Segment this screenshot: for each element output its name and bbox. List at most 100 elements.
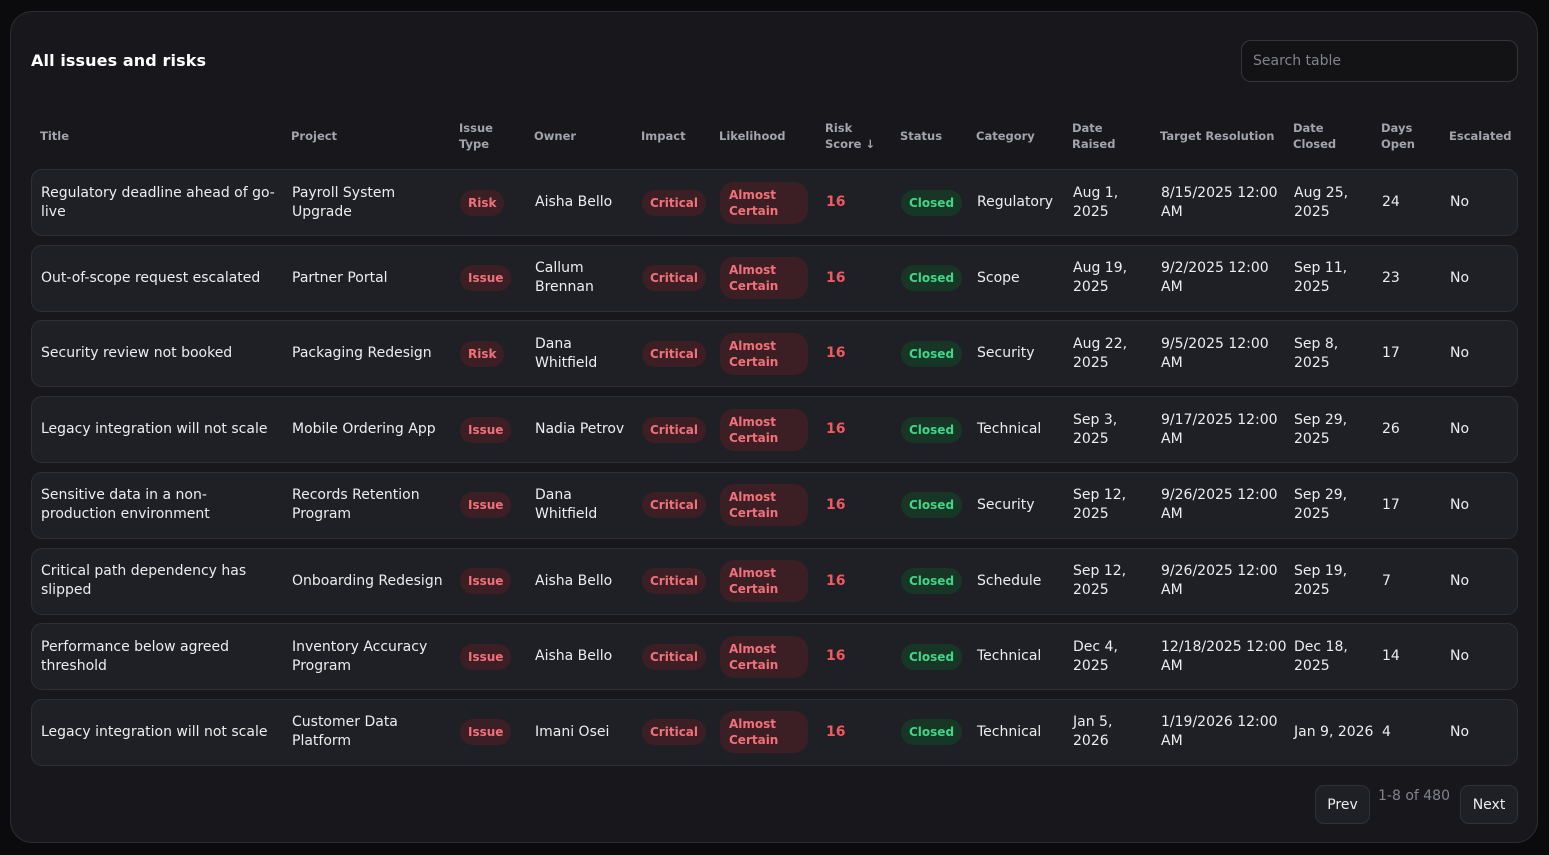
status-badge: Closed bbox=[901, 340, 963, 367]
cell-date-closed: Sep 29, 2025 bbox=[1294, 487, 1348, 523]
col-target-resolution[interactable]: Target Resolution bbox=[1160, 129, 1275, 143]
issue-type-badge: Issue bbox=[460, 643, 512, 670]
cell-title: Sensitive data in a non-production envir… bbox=[41, 487, 210, 523]
page-title: All issues and risks bbox=[31, 51, 207, 70]
cell-target-resolution: 12/18/2025 12:00 AM bbox=[1161, 638, 1287, 674]
col-date-raised[interactable]: Date Raised bbox=[1072, 121, 1116, 151]
likelihood-cell: Almost Certain bbox=[720, 170, 820, 235]
issue-type-badge: Issue bbox=[460, 492, 512, 519]
cell-category: Regulatory bbox=[977, 194, 1054, 210]
cell-owner: Dana Whitfield bbox=[535, 335, 598, 371]
impact-badge: Critical bbox=[642, 568, 707, 594]
status-cell: Closed bbox=[901, 246, 973, 311]
col-days-open[interactable]: Days Open bbox=[1381, 121, 1415, 151]
status-badge: Closed bbox=[901, 643, 963, 670]
issues-card: All issues and risks Title Project Issue… bbox=[10, 11, 1538, 843]
cell-title: Critical path dependency has slipped bbox=[41, 563, 247, 598]
table-row[interactable]: Legacy integration will not scale Mobile … bbox=[31, 396, 1518, 464]
table-row[interactable]: Critical path dependency has slipped Onbo… bbox=[31, 547, 1518, 615]
col-likelihood[interactable]: Likelihood bbox=[719, 129, 786, 143]
search-input[interactable] bbox=[1241, 40, 1518, 82]
impact-cell: Critical bbox=[642, 700, 717, 765]
cell-date-closed: Dec 18, 2025 bbox=[1294, 638, 1348, 674]
status-cell: Closed bbox=[901, 473, 973, 538]
cell-category: Technical bbox=[977, 421, 1042, 438]
cell-escalated: No bbox=[1450, 194, 1470, 210]
cell-days-open: 26 bbox=[1382, 421, 1400, 438]
impact-badge: Critical bbox=[642, 416, 707, 443]
risk-score: 16 bbox=[826, 194, 846, 210]
risk-score: 16 bbox=[826, 345, 846, 362]
risk-score: 16 bbox=[826, 723, 846, 740]
risk-score: 16 bbox=[826, 572, 846, 589]
col-escalated[interactable]: Escalated bbox=[1449, 129, 1512, 143]
col-issue-type[interactable]: Issue Type bbox=[459, 121, 493, 151]
col-owner[interactable]: Owner bbox=[534, 129, 577, 143]
cell-target-resolution: 9/2/2025 12:00 AM bbox=[1161, 260, 1269, 296]
issue-type-cell: Risk bbox=[460, 321, 530, 386]
cell-title: Security review not booked bbox=[41, 345, 233, 362]
cell-date-raised: Sep 3, 2025 bbox=[1073, 411, 1118, 447]
table-row[interactable]: Performance below agreed threshold Invent… bbox=[31, 623, 1518, 691]
cell-date-closed: Sep 8, 2025 bbox=[1294, 335, 1339, 371]
table-header: Title Project Issue Type Owner Impact Li… bbox=[31, 120, 1518, 152]
impact-cell: Critical bbox=[642, 473, 717, 538]
cell-owner: Aisha Bello bbox=[535, 648, 613, 665]
cell-date-closed: Sep 29, 2025 bbox=[1294, 411, 1348, 447]
table-row[interactable]: Out-of-scope request escalated Partner Po… bbox=[31, 244, 1518, 312]
status-cell: Closed bbox=[901, 170, 973, 235]
cell-days-open: 17 bbox=[1382, 345, 1400, 362]
issue-type-badge: Issue bbox=[460, 265, 512, 292]
status-badge: Closed bbox=[901, 568, 963, 594]
cell-date-raised: Aug 22, 2025 bbox=[1073, 335, 1128, 371]
cell-title: Legacy integration will not scale bbox=[41, 723, 268, 740]
cell-date-raised: Sep 12, 2025 bbox=[1073, 487, 1127, 523]
cell-target-resolution: 9/26/2025 12:00 AM bbox=[1161, 487, 1278, 523]
likelihood-cell: Almost Certain bbox=[720, 321, 820, 386]
col-project[interactable]: Project bbox=[291, 129, 338, 143]
cell-date-closed: Jan 9, 2026 bbox=[1294, 723, 1374, 740]
cell-owner: Dana Whitfield bbox=[535, 487, 598, 523]
table-row[interactable]: Legacy integration will not scale Custome… bbox=[31, 698, 1518, 766]
status-badge: Closed bbox=[901, 416, 963, 443]
likelihood-badge: Almost Certain bbox=[720, 635, 808, 678]
col-title[interactable]: Title bbox=[40, 129, 70, 143]
cell-category: Security bbox=[977, 496, 1035, 513]
col-date-closed[interactable]: Date Closed bbox=[1293, 121, 1337, 151]
impact-badge: Critical bbox=[642, 340, 707, 367]
next-button[interactable]: Next bbox=[1460, 785, 1518, 824]
table-row[interactable]: Security review not booked Packaging Rede… bbox=[31, 320, 1518, 388]
status-badge: Closed bbox=[901, 719, 963, 746]
likelihood-cell: Almost Certain bbox=[720, 473, 820, 538]
table-row[interactable]: Sensitive data in a non-production envir… bbox=[31, 471, 1518, 539]
impact-badge: Critical bbox=[642, 265, 707, 292]
cell-date-raised: Sep 12, 2025 bbox=[1073, 563, 1127, 598]
cell-category: Technical bbox=[977, 723, 1042, 740]
likelihood-badge: Almost Certain bbox=[720, 332, 808, 375]
cell-date-raised: Jan 5, 2026 bbox=[1073, 714, 1113, 750]
prev-button[interactable]: Prev bbox=[1315, 785, 1370, 824]
cell-project: Records Retention Program bbox=[292, 487, 420, 523]
cell-date-closed: Sep 11, 2025 bbox=[1294, 260, 1348, 296]
cell-days-open: 24 bbox=[1382, 194, 1400, 210]
likelihood-badge: Almost Certain bbox=[720, 484, 808, 527]
table-row[interactable]: Regulatory deadline ahead of go-live Payr… bbox=[31, 169, 1518, 236]
col-category[interactable]: Category bbox=[976, 129, 1035, 143]
cell-category: Security bbox=[977, 345, 1035, 362]
issue-type-badge: Issue bbox=[460, 719, 512, 746]
likelihood-cell: Almost Certain bbox=[720, 624, 820, 689]
cell-target-resolution: 9/17/2025 12:00 AM bbox=[1161, 411, 1278, 447]
cell-category: Scope bbox=[977, 269, 1020, 286]
issue-type-cell: Issue bbox=[460, 624, 530, 689]
impact-badge: Critical bbox=[642, 719, 707, 746]
cell-project: Payroll System Upgrade bbox=[292, 184, 396, 220]
col-impact[interactable]: Impact bbox=[641, 129, 686, 143]
cell-project: Partner Portal bbox=[292, 269, 388, 286]
issue-type-cell: Issue bbox=[460, 549, 530, 614]
risk-score: 16 bbox=[826, 421, 846, 438]
cell-project: Inventory Accuracy Program bbox=[292, 638, 428, 674]
col-risk-score[interactable]: Risk Score ↓ bbox=[825, 121, 876, 151]
cell-date-raised: Dec 4, 2025 bbox=[1073, 638, 1118, 674]
cell-title: Legacy integration will not scale bbox=[41, 421, 268, 438]
col-status[interactable]: Status bbox=[900, 129, 943, 143]
